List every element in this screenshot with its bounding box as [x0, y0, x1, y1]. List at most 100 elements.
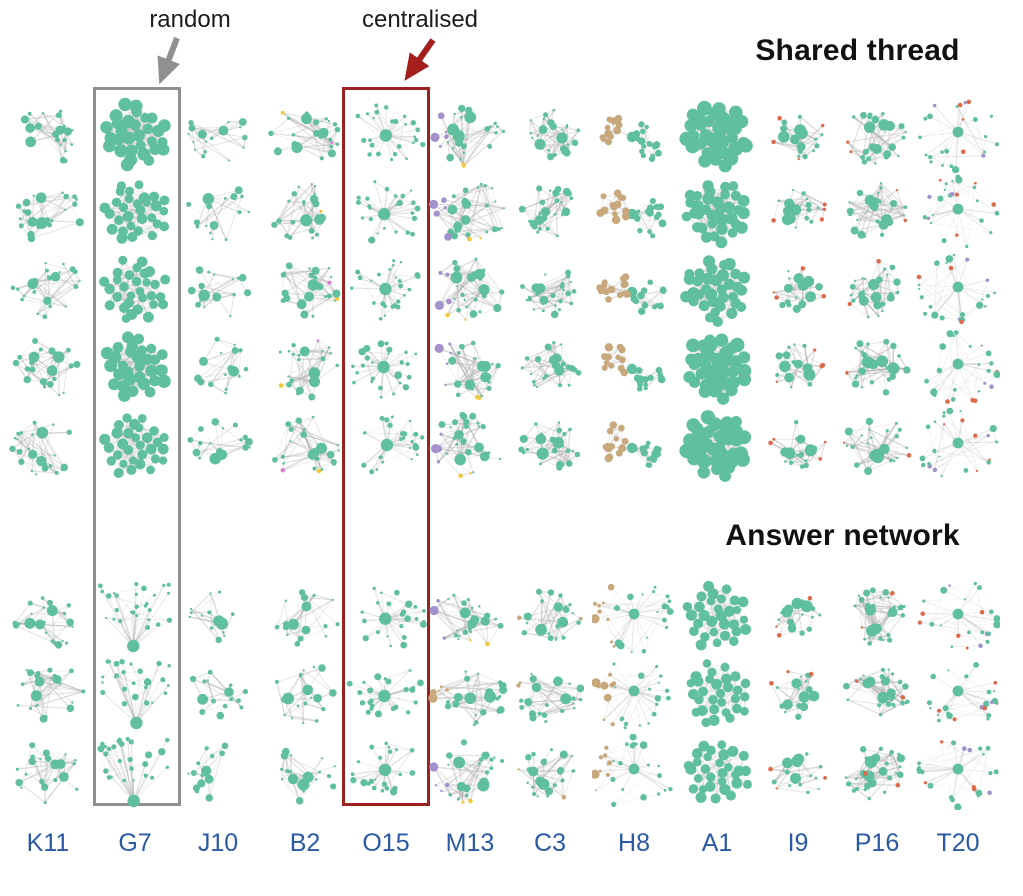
network-P16-answer-row1 [853, 587, 906, 646]
network-B2-shared-row1 [268, 110, 341, 161]
network-O15-shared-row1 [355, 103, 426, 162]
network-H8-shared-row4 [601, 343, 666, 392]
network-A1-answer-row1 [682, 580, 752, 651]
network-K11-shared-row3 [10, 262, 81, 320]
network-I9-answer-row2 [769, 669, 820, 720]
network-H8-answer-row2 [592, 662, 671, 730]
network-C3-shared-row2 [518, 185, 574, 238]
column-label-I9: I9 [787, 829, 809, 857]
network-I9-shared-row3 [772, 266, 826, 313]
network-P16-answer-row3 [844, 746, 905, 801]
network-O15-shared-row4 [351, 340, 418, 399]
network-C3-shared-row5 [518, 421, 581, 471]
network-O15-shared-row5 [361, 415, 425, 475]
section-title-answer-network: Answer network [725, 519, 960, 552]
network-A1-answer-row3 [683, 740, 753, 804]
column-label-T20: T20 [936, 829, 980, 857]
network-M13-shared-row4 [434, 340, 501, 400]
network-A1-answer-row2 [686, 659, 751, 728]
network-P16-shared-row4 [845, 338, 911, 396]
column-label-P16: P16 [854, 829, 900, 857]
network-J10-shared-row4 [194, 336, 249, 395]
network-H8-answer-row3 [592, 734, 673, 808]
network-O15-answer-row3 [350, 741, 416, 796]
network-I9-answer-row3 [768, 752, 828, 795]
network-B2-answer-row3 [280, 747, 337, 805]
network-G7-shared-row5 [99, 413, 169, 478]
network-T20-answer-row1 [917, 581, 1000, 650]
network-I9-shared-row1 [771, 114, 825, 161]
network-P16-shared-row2 [846, 182, 908, 239]
network-M13-answer-row2 [428, 670, 508, 727]
network-H8-shared-row3 [596, 273, 667, 315]
network-P16-shared-row1 [846, 111, 907, 165]
network-C3-shared-row4 [520, 340, 582, 389]
network-T20-answer-row2 [926, 662, 999, 723]
network-I9-shared-row4 [775, 343, 826, 389]
network-P16-answer-row2 [843, 667, 910, 717]
network-M13-shared-row5 [431, 411, 502, 479]
network-T20-shared-row5 [919, 408, 999, 478]
network-T20-shared-row2 [922, 174, 1000, 249]
network-T20-shared-row4 [924, 330, 1000, 404]
annotation-centralised-label: centralised [361, 6, 479, 33]
network-P16-shared-row5 [842, 417, 912, 476]
network-C3-answer-row2 [516, 672, 585, 723]
network-H8-shared-row2 [596, 189, 667, 239]
network-O15-shared-row3 [350, 259, 421, 321]
centralised-arrow-icon [404, 38, 436, 81]
network-G7-shared-row1 [100, 97, 171, 172]
network-I9-answer-row1 [775, 595, 822, 638]
network-B2-shared-row4 [278, 339, 339, 401]
network-P16-shared-row3 [847, 259, 901, 319]
column-label-K11: K11 [26, 829, 70, 857]
network-T20-answer-row3 [916, 740, 999, 810]
column-label-O15: O15 [362, 829, 410, 857]
column-label-M13: M13 [445, 829, 495, 857]
network-O15-answer-row1 [360, 586, 427, 649]
section-title-shared-thread: Shared thread [755, 34, 960, 67]
highlight-box-centralised-column [342, 87, 430, 806]
network-G7-answer-row3 [97, 736, 170, 808]
network-K11-answer-row1 [12, 596, 74, 649]
network-M13-answer-row3 [429, 739, 505, 804]
network-G7-shared-row4 [100, 331, 171, 402]
network-G7-answer-row1 [97, 582, 173, 653]
network-H8-shared-row1 [599, 114, 662, 163]
network-M13-shared-row2 [428, 182, 505, 242]
network-A1-shared-row5 [679, 410, 752, 482]
network-O15-answer-row2 [346, 669, 424, 718]
network-J10-shared-row1 [187, 118, 248, 162]
column-label-C3: C3 [534, 829, 566, 857]
network-A1-shared-row1 [679, 100, 753, 173]
network-G7-answer-row2 [100, 659, 171, 730]
network-B2-answer-row1 [274, 589, 340, 647]
network-C3-shared-row3 [520, 269, 577, 319]
network-B2-shared-row5 [272, 415, 340, 474]
network-B2-answer-row2 [274, 664, 337, 725]
network-K11-shared-row2 [15, 191, 84, 243]
network-M13-shared-row3 [434, 257, 505, 321]
network-O15-shared-row2 [355, 180, 421, 244]
network-J10-answer-row3 [187, 742, 229, 802]
network-T20-shared-row3 [916, 253, 997, 325]
network-K11-shared-row1 [20, 109, 74, 164]
column-label-G7: G7 [118, 829, 152, 857]
network-M13-answer-row1 [429, 593, 504, 647]
network-K11-shared-row5 [9, 420, 73, 476]
network-B2-shared-row2 [271, 183, 326, 240]
network-J10-answer-row1 [188, 590, 235, 644]
network-C3-answer-row1 [517, 588, 583, 642]
network-I9-shared-row2 [771, 188, 827, 229]
column-label-H8: H8 [618, 829, 650, 857]
column-label-A1: A1 [701, 829, 733, 857]
network-G7-shared-row2 [99, 180, 170, 244]
network-J10-shared-row5 [187, 418, 253, 465]
random-arrow-icon [157, 36, 180, 85]
column-label-J10: J10 [197, 829, 239, 857]
network-B2-shared-row3 [280, 262, 341, 319]
network-A1-shared-row2 [681, 180, 750, 249]
column-label-B2: B2 [289, 829, 321, 857]
network-J10-shared-row2 [186, 186, 251, 242]
